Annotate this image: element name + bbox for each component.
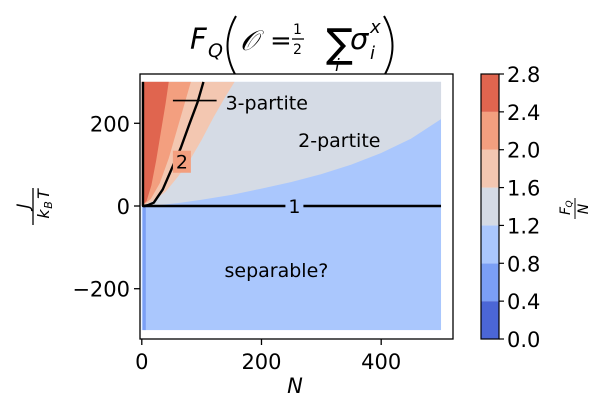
svg-text:2: 2: [293, 42, 302, 58]
colorbar-tick-label: 0.0: [507, 328, 540, 352]
x-tick-label: 400: [361, 350, 401, 374]
contour-label: 2: [176, 152, 188, 174]
colorbar-segment: [481, 225, 499, 264]
title-left-paren: [226, 15, 237, 77]
colorbar-label: F Q N: [558, 198, 592, 219]
region-annotation: 2-partite: [298, 130, 380, 152]
svg-text:k: k: [34, 209, 53, 219]
colorbar-segment: [481, 187, 499, 226]
contour-line-2: [142, 81, 205, 208]
colorbar-frame: [480, 73, 500, 340]
colorbar-tick-label: 0.4: [507, 290, 540, 314]
colorbar-segment: [481, 263, 499, 302]
colorbar-segment: [481, 74, 499, 112]
colorbar-segment: [481, 149, 499, 188]
y-axis-label: J k B T: [14, 188, 55, 225]
colorbar: 0.0 0.4 0.8 1.2 1.6 2.0 2.4 2.8: [480, 63, 540, 352]
y-tick-label: 200: [90, 112, 130, 136]
region-annotation: separable?: [225, 260, 329, 282]
contour-label-gap: [285, 195, 304, 217]
svg-text:F: F: [558, 206, 574, 215]
colorbar-tick-label: 1.6: [507, 177, 540, 201]
colorbar-tick-label: 2.0: [507, 139, 540, 163]
svg-text:∑: ∑: [326, 21, 353, 67]
y-axis-ticks: −200 0 200: [72, 112, 140, 302]
svg-text:Q: Q: [565, 200, 575, 207]
colorbar-tick-label: 2.8: [507, 63, 540, 87]
colorbar-segment: [481, 111, 499, 150]
svg-text:J: J: [14, 203, 34, 211]
x-axis-label: N: [287, 374, 303, 397]
x-axis-ticks: 0 200 400: [135, 339, 401, 374]
colorbar-tick-label: 2.4: [507, 101, 540, 125]
colorbar-tick-label: 1.2: [507, 214, 540, 238]
contour-lines: 12: [141, 81, 442, 218]
svg-text:i: i: [370, 43, 375, 64]
svg-text:T: T: [34, 188, 53, 199]
y-tick-label: −200: [72, 278, 130, 302]
svg-text:F: F: [190, 22, 208, 56]
region-annotation: 3-partite: [226, 93, 308, 115]
svg-text:σ: σ: [350, 22, 370, 56]
contour-label: 1: [288, 196, 300, 218]
y-tick-label: 0: [117, 195, 130, 219]
title-right-paren: [383, 15, 394, 77]
svg-text:i: i: [335, 56, 340, 76]
svg-text:B: B: [42, 201, 55, 209]
annotations: 3-partite 2-partite separable?: [172, 93, 380, 282]
svg-text:Q: Q: [208, 40, 223, 62]
svg-text:1: 1: [293, 22, 302, 38]
svg-text:𝒪: 𝒪: [240, 24, 264, 57]
region-1.2-1.6: [141, 81, 442, 206]
colorbar-tick-label: 0.8: [507, 252, 540, 276]
chart-title: F Q 𝒪 = 1 2 ∑ i σ x i: [190, 15, 394, 77]
x-tick-label: 200: [241, 350, 281, 374]
svg-text:=: =: [270, 26, 292, 56]
region-2.4-2.8: [141, 81, 169, 206]
colorbar-segment: [481, 301, 499, 339]
x-tick-label: 0: [135, 350, 148, 374]
contour-line-3: [141, 81, 145, 208]
svg-text:x: x: [369, 17, 381, 38]
contour-label-gap: [172, 150, 191, 173]
svg-text:N: N: [576, 203, 592, 214]
region-0.4-0.8: [142, 206, 146, 331]
